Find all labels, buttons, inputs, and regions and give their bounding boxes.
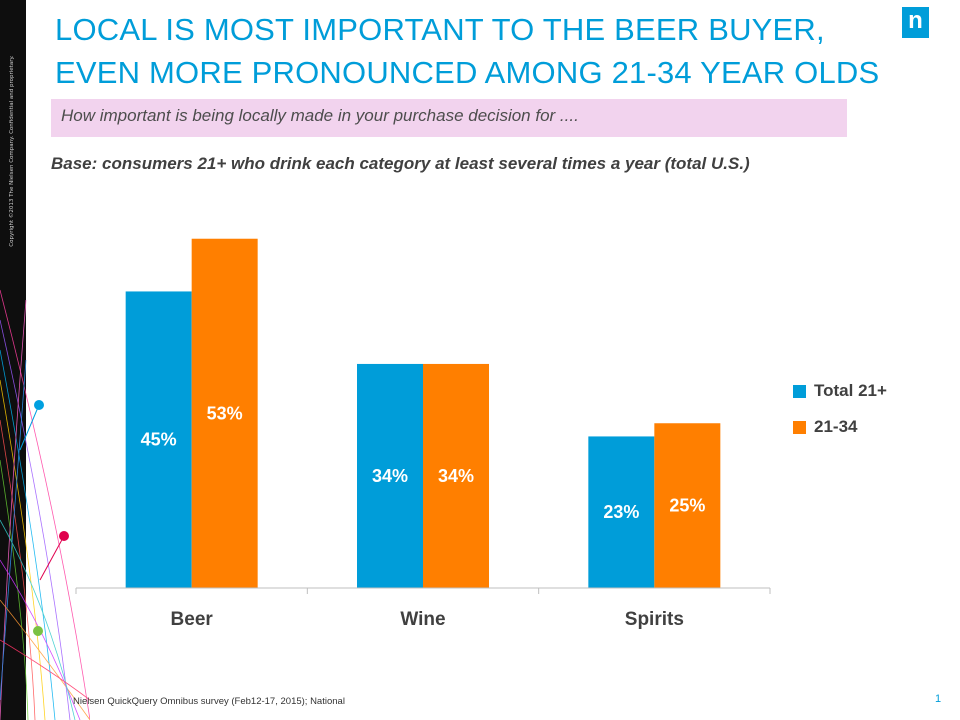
bar-beer-total	[125, 291, 192, 588]
legend-swatch-21-34	[793, 420, 806, 434]
source-footnote: Nielsen QuickQuery Omnibus survey (Feb12…	[73, 696, 345, 707]
category-label-spirits: Spirits	[625, 609, 684, 630]
decorative-mesh-graphic	[0, 289, 90, 720]
data-label-spirits-total: 23%	[603, 502, 639, 522]
data-label-wine-21-34: 34%	[438, 466, 474, 486]
page-number: 1	[935, 693, 942, 705]
slide-title: LOCAL IS MOST IMPORTANT TO THE BEER BUYE…	[55, 12, 880, 90]
data-label-beer-total: 45%	[141, 430, 177, 450]
legend-swatch-total	[793, 384, 806, 398]
legend-item-21-34: 21-34	[793, 416, 887, 438]
category-label-wine: Wine	[400, 609, 445, 630]
base-note: Base: consumers 21+ who drink each categ…	[51, 154, 750, 173]
legend-item-total: Total 21+	[793, 380, 887, 402]
category-label-beer: Beer	[171, 609, 214, 630]
bar-wine-total	[357, 363, 423, 588]
decorative-dot-red	[59, 531, 69, 541]
data-label-wine-total: 34%	[372, 466, 408, 486]
chart-legend: Total 21+ 21-34	[793, 380, 887, 452]
survey-question: How important is being locally made in y…	[51, 99, 847, 137]
data-label-spirits-21-34: 25%	[669, 496, 705, 516]
legend-label-21-34: 21-34	[814, 417, 858, 436]
decorative-dot-blue	[34, 400, 44, 410]
bar-wine-21-34	[423, 363, 489, 588]
decorative-dot-green	[33, 626, 43, 636]
nielsen-logo: n	[902, 7, 929, 38]
bar-spirits-total	[588, 436, 655, 588]
bar-spirits-21-34	[654, 423, 721, 588]
legend-label-total: Total 21+	[814, 381, 887, 400]
data-label-beer-21-34: 53%	[207, 403, 243, 423]
bar-beer-21-34	[191, 238, 258, 589]
